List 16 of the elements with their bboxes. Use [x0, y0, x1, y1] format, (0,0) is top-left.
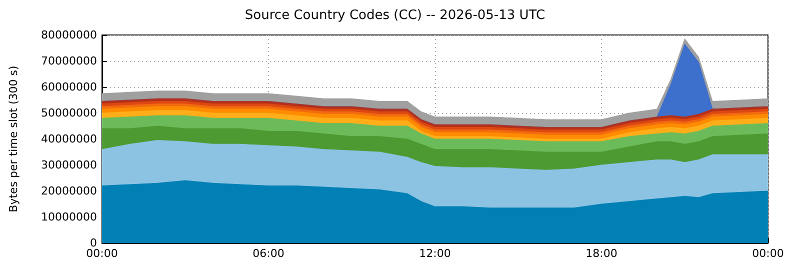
y-tick-label: 40000000 — [41, 132, 97, 146]
y-tick-label: 70000000 — [41, 54, 97, 68]
y-tick-label: 0 — [90, 236, 97, 250]
x-tick-label: 18:00 — [586, 247, 618, 260]
x-tick-label: 00:00 — [86, 247, 118, 260]
y-tick-label: 60000000 — [41, 80, 97, 94]
y-tick-label: 50000000 — [41, 106, 97, 120]
x-tick-label: 06:00 — [252, 247, 284, 260]
y-tick-label: 80000000 — [41, 28, 97, 42]
x-tick-label: 12:00 — [419, 247, 451, 260]
y-tick-label: 20000000 — [41, 184, 97, 198]
x-tick-label: 00:00 — [752, 247, 784, 260]
chart-title: Source Country Codes (CC) -- 2026-05-13 UTC — [244, 8, 546, 23]
y-tick-label: 30000000 — [41, 158, 97, 172]
y-tick-label: 10000000 — [41, 210, 97, 224]
y-axis-title: Bytes per time slot (300 s) — [7, 66, 20, 212]
